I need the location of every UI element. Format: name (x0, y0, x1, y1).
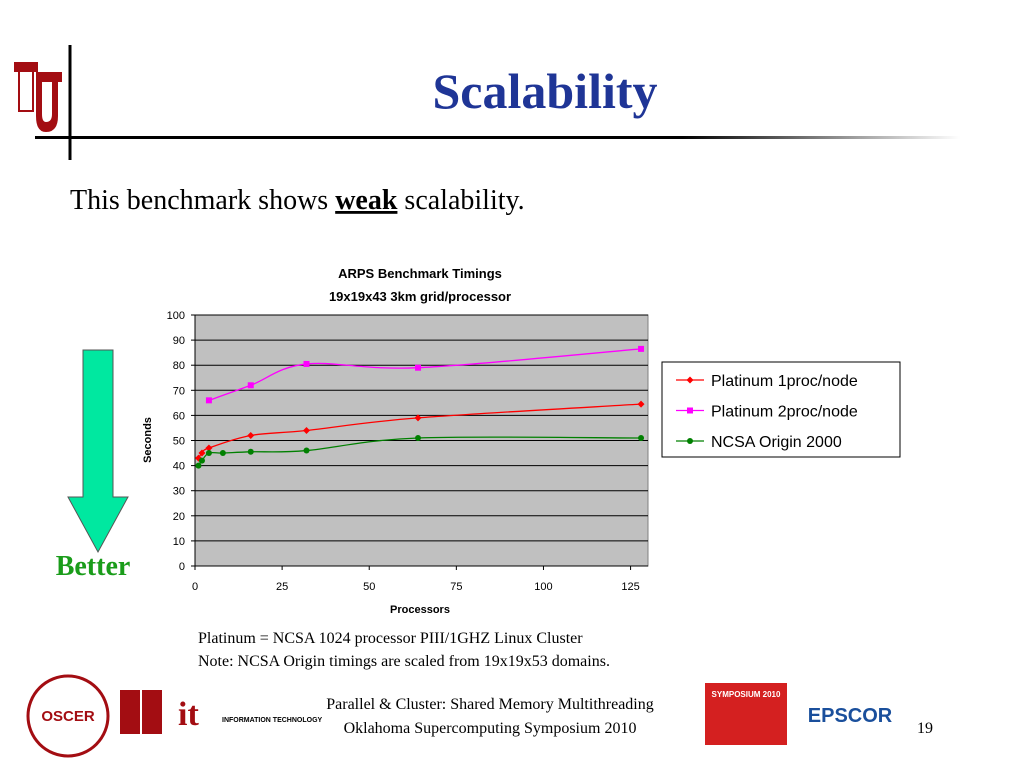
chart-title: ARPS Benchmark Timings (338, 266, 502, 281)
x-axis-label: Processors (390, 604, 450, 616)
logo-text: OSCER (41, 708, 95, 725)
marker (415, 364, 422, 371)
logo-text: EPSCOR (808, 705, 893, 727)
note: Note: NCSA Origin timings are scaled fro… (198, 653, 610, 670)
chart-title: 19x19x43 3km grid/processor (329, 289, 511, 304)
marker (638, 345, 645, 352)
logo-text: SYMPOSIUM 2010 (712, 690, 781, 699)
y-tick-label: 60 (173, 410, 185, 422)
marker (303, 360, 310, 367)
y-tick-label: 40 (173, 461, 185, 473)
marker (198, 449, 206, 457)
x-tick-label: 100 (534, 581, 552, 593)
marker (414, 414, 422, 422)
page-number: 19 (917, 720, 933, 737)
marker (637, 400, 645, 408)
footer-text: Parallel & Cluster: Shared Memory Multit… (326, 696, 654, 713)
body-suffix: scalability. (397, 185, 524, 216)
marker (303, 426, 311, 434)
x-tick-label: 75 (450, 581, 462, 593)
chart: ARPS Benchmark Timings 19x19x43 3km grid/… (142, 266, 901, 616)
marker (638, 434, 645, 441)
x-tick-label: 0 (192, 581, 198, 593)
marker (303, 447, 310, 454)
y-tick-label: 0 (179, 561, 185, 573)
y-tick-label: 80 (173, 360, 185, 372)
oscer-logo (26, 674, 110, 758)
y-tick-label: 10 (173, 536, 185, 548)
body-prefix: This benchmark shows (70, 185, 335, 216)
marker (205, 444, 213, 452)
y-tick-label: 30 (173, 486, 185, 498)
x-tick-label: 125 (621, 581, 639, 593)
ou-logo-small (120, 690, 162, 734)
marker (205, 397, 212, 404)
legend-label: NCSA Origin 2000 (711, 434, 842, 451)
logo-text: INFORMATION TECHNOLOGY (222, 717, 323, 724)
marker (198, 457, 205, 464)
note: Platinum = NCSA 1024 processor PIII/1GHZ… (198, 630, 583, 647)
it-logo: it (178, 696, 199, 733)
body-emphasis: weak (335, 185, 398, 216)
series-line (208, 348, 642, 401)
marker (687, 438, 693, 444)
y-tick-label: 70 (173, 385, 185, 397)
arrow-label: Better (56, 551, 131, 582)
x-tick-label: 25 (276, 581, 288, 593)
header-rule-h (35, 136, 960, 139)
marker (415, 434, 422, 441)
marker (687, 407, 693, 414)
body-text: This benchmark shows weak scalability. (70, 185, 525, 216)
y-tick-label: 50 (173, 436, 185, 448)
footer-text: Oklahoma Supercomputing Symposium 2010 (344, 720, 637, 737)
y-axis-label: Seconds (142, 417, 154, 463)
marker (247, 431, 255, 439)
legend-label: Platinum 1proc/node (711, 373, 858, 390)
y-tick-label: 90 (173, 335, 185, 347)
symposium-logo (705, 683, 787, 745)
y-tick-label: 20 (173, 511, 185, 523)
marker (247, 382, 254, 389)
marker (219, 450, 226, 457)
marker (205, 450, 212, 457)
y-tick-label: 100 (167, 310, 185, 322)
marker (247, 448, 254, 455)
marker (686, 376, 694, 384)
x-tick-label: 50 (363, 581, 375, 593)
ou-logo (14, 62, 62, 132)
legend-label: Platinum 2proc/node (711, 404, 858, 421)
slide-title: Scalability (432, 63, 657, 119)
marker (195, 462, 202, 469)
better-arrow (67, 349, 129, 554)
